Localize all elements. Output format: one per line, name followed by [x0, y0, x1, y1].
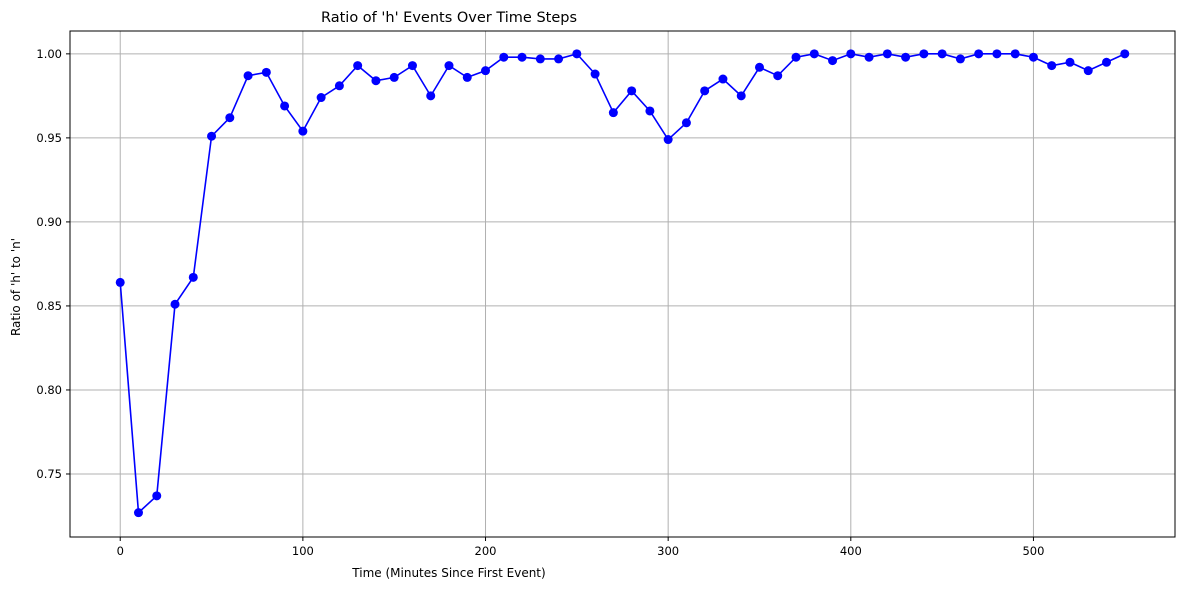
data-point [280, 101, 290, 111]
data-point [1065, 57, 1075, 67]
data-point [371, 76, 381, 86]
data-point [517, 52, 527, 62]
y-tick-label: 0.85 [36, 299, 62, 313]
y-tick-label: 0.75 [36, 467, 62, 481]
data-point [334, 81, 344, 91]
y-tick-label: 0.90 [36, 215, 62, 229]
data-point [627, 86, 637, 96]
data-point [1010, 49, 1020, 59]
data-point [207, 131, 217, 141]
x-axis-label: Time (Minutes Since First Event) [351, 566, 545, 580]
grid-lines [70, 31, 1175, 537]
data-point [1083, 66, 1093, 76]
series-markers [115, 49, 1130, 518]
data-point [133, 508, 143, 518]
y-tick-label: 0.95 [36, 131, 62, 145]
data-point [298, 126, 308, 136]
data-point [407, 61, 417, 71]
data-point [572, 49, 582, 59]
data-point [243, 71, 253, 81]
data-point [974, 49, 984, 59]
data-point [1028, 52, 1038, 62]
data-point [481, 66, 491, 76]
y-axis-ticks: 0.75 0.80 0.85 0.90 0.95 1.00 [36, 47, 70, 481]
data-point [462, 72, 472, 82]
data-point [809, 49, 819, 59]
data-point [353, 61, 363, 71]
data-point [188, 272, 198, 282]
y-tick-label: 0.80 [36, 383, 62, 397]
data-point [590, 69, 600, 79]
y-tick-label: 1.00 [36, 47, 62, 61]
data-point [681, 118, 691, 128]
data-point [608, 108, 618, 118]
data-point [864, 52, 874, 62]
x-tick-label: 100 [292, 544, 314, 558]
data-point [261, 67, 271, 77]
x-tick-label: 200 [475, 544, 497, 558]
data-point [535, 54, 545, 64]
x-tick-label: 0 [117, 544, 124, 558]
data-point [554, 54, 564, 64]
x-tick-label: 500 [1022, 544, 1044, 558]
data-point [919, 49, 929, 59]
data-point [1047, 61, 1057, 71]
y-axis-label: Ratio of 'h' to 'n' [9, 238, 23, 336]
data-point [754, 62, 764, 72]
plot-area-frame [69, 30, 1176, 538]
data-point [828, 56, 838, 66]
x-tick-label: 400 [840, 544, 862, 558]
data-point [901, 52, 911, 62]
data-point [444, 61, 454, 71]
x-tick-label: 300 [657, 544, 679, 558]
x-axis-ticks: 0 100 200 300 400 500 [117, 537, 1044, 558]
data-point [225, 113, 235, 123]
data-point [955, 54, 965, 64]
data-point [1120, 49, 1130, 59]
data-point [115, 277, 125, 287]
data-point [645, 106, 655, 116]
data-point [700, 86, 710, 96]
data-point [316, 93, 326, 103]
chart-title: Ratio of 'h' Events Over Time Steps [321, 10, 577, 26]
data-point [882, 49, 892, 59]
data-point [773, 71, 783, 81]
data-point [937, 49, 947, 59]
data-point [499, 52, 509, 62]
series-line [119, 52, 1126, 515]
data-point [426, 91, 436, 101]
data-point [718, 74, 728, 84]
data-point [389, 72, 399, 82]
data-point [170, 299, 180, 309]
data-point [846, 49, 856, 59]
data-point [992, 49, 1002, 59]
data-point [152, 491, 162, 501]
data-point [736, 91, 746, 101]
data-point [1102, 57, 1112, 67]
data-point [791, 52, 801, 62]
data-point [663, 135, 673, 145]
